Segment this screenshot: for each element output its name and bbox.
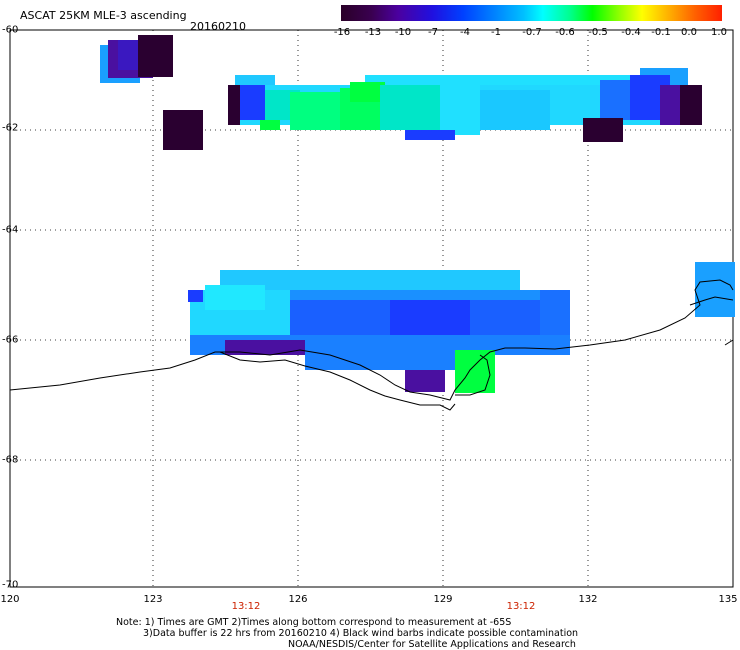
- x-axis-label: 126: [288, 594, 308, 605]
- y-axis-label: -62: [2, 122, 19, 134]
- y-axis-label: -64: [2, 224, 19, 236]
- y-axis-label: -60: [2, 24, 19, 36]
- map-title: ASCAT 25KM MLE-3 ascending: [20, 9, 187, 22]
- x-axis-label: 123: [143, 594, 163, 605]
- footnote-line-1: Note: 1) Times are GMT 2)Times along bot…: [116, 617, 512, 628]
- footnote-credit: NOAA/NESDIS/Center for Satellite Applica…: [288, 639, 576, 650]
- map-date: 20160210: [190, 20, 246, 33]
- x-axis-label: 135: [718, 594, 738, 605]
- colorbar: [341, 5, 722, 21]
- colorbar-label: -0.1: [651, 27, 671, 38]
- colorbar-label: -7: [428, 27, 438, 38]
- data-swath-top-band: [228, 68, 702, 142]
- colorbar-label: -0.7: [522, 27, 542, 38]
- y-axis-label: -66: [2, 334, 19, 346]
- colorbar-label: -1: [491, 27, 501, 38]
- colorbar-label: -0.5: [588, 27, 608, 38]
- x-axis-label: 120: [0, 594, 20, 605]
- colorbar-label: -10: [394, 27, 412, 38]
- data-swath-middle: [188, 262, 735, 393]
- colorbar-label: 1.0: [711, 27, 727, 38]
- colorbar-label: -4: [460, 27, 470, 38]
- colorbar-label: -0.6: [555, 27, 575, 38]
- colorbar-label: -13: [364, 27, 382, 38]
- x-axis-label: 132: [578, 594, 598, 605]
- time-label: 13:12: [231, 601, 261, 612]
- coastline: [9, 279, 734, 411]
- data-swath-top-left: [100, 35, 203, 150]
- y-axis-label: -70: [2, 579, 19, 591]
- colorbar-label: 0.0: [681, 27, 697, 38]
- time-label: 13:12: [506, 601, 536, 612]
- y-axis-label: -68: [2, 454, 19, 466]
- footnote-line-2: 3)Data buffer is 22 hrs from 20160210 4)…: [143, 628, 579, 639]
- colorbar-label: -16: [333, 27, 351, 38]
- colorbar-label: -0.4: [621, 27, 641, 38]
- x-axis-label: 129: [433, 594, 453, 605]
- graticule: [10, 30, 733, 587]
